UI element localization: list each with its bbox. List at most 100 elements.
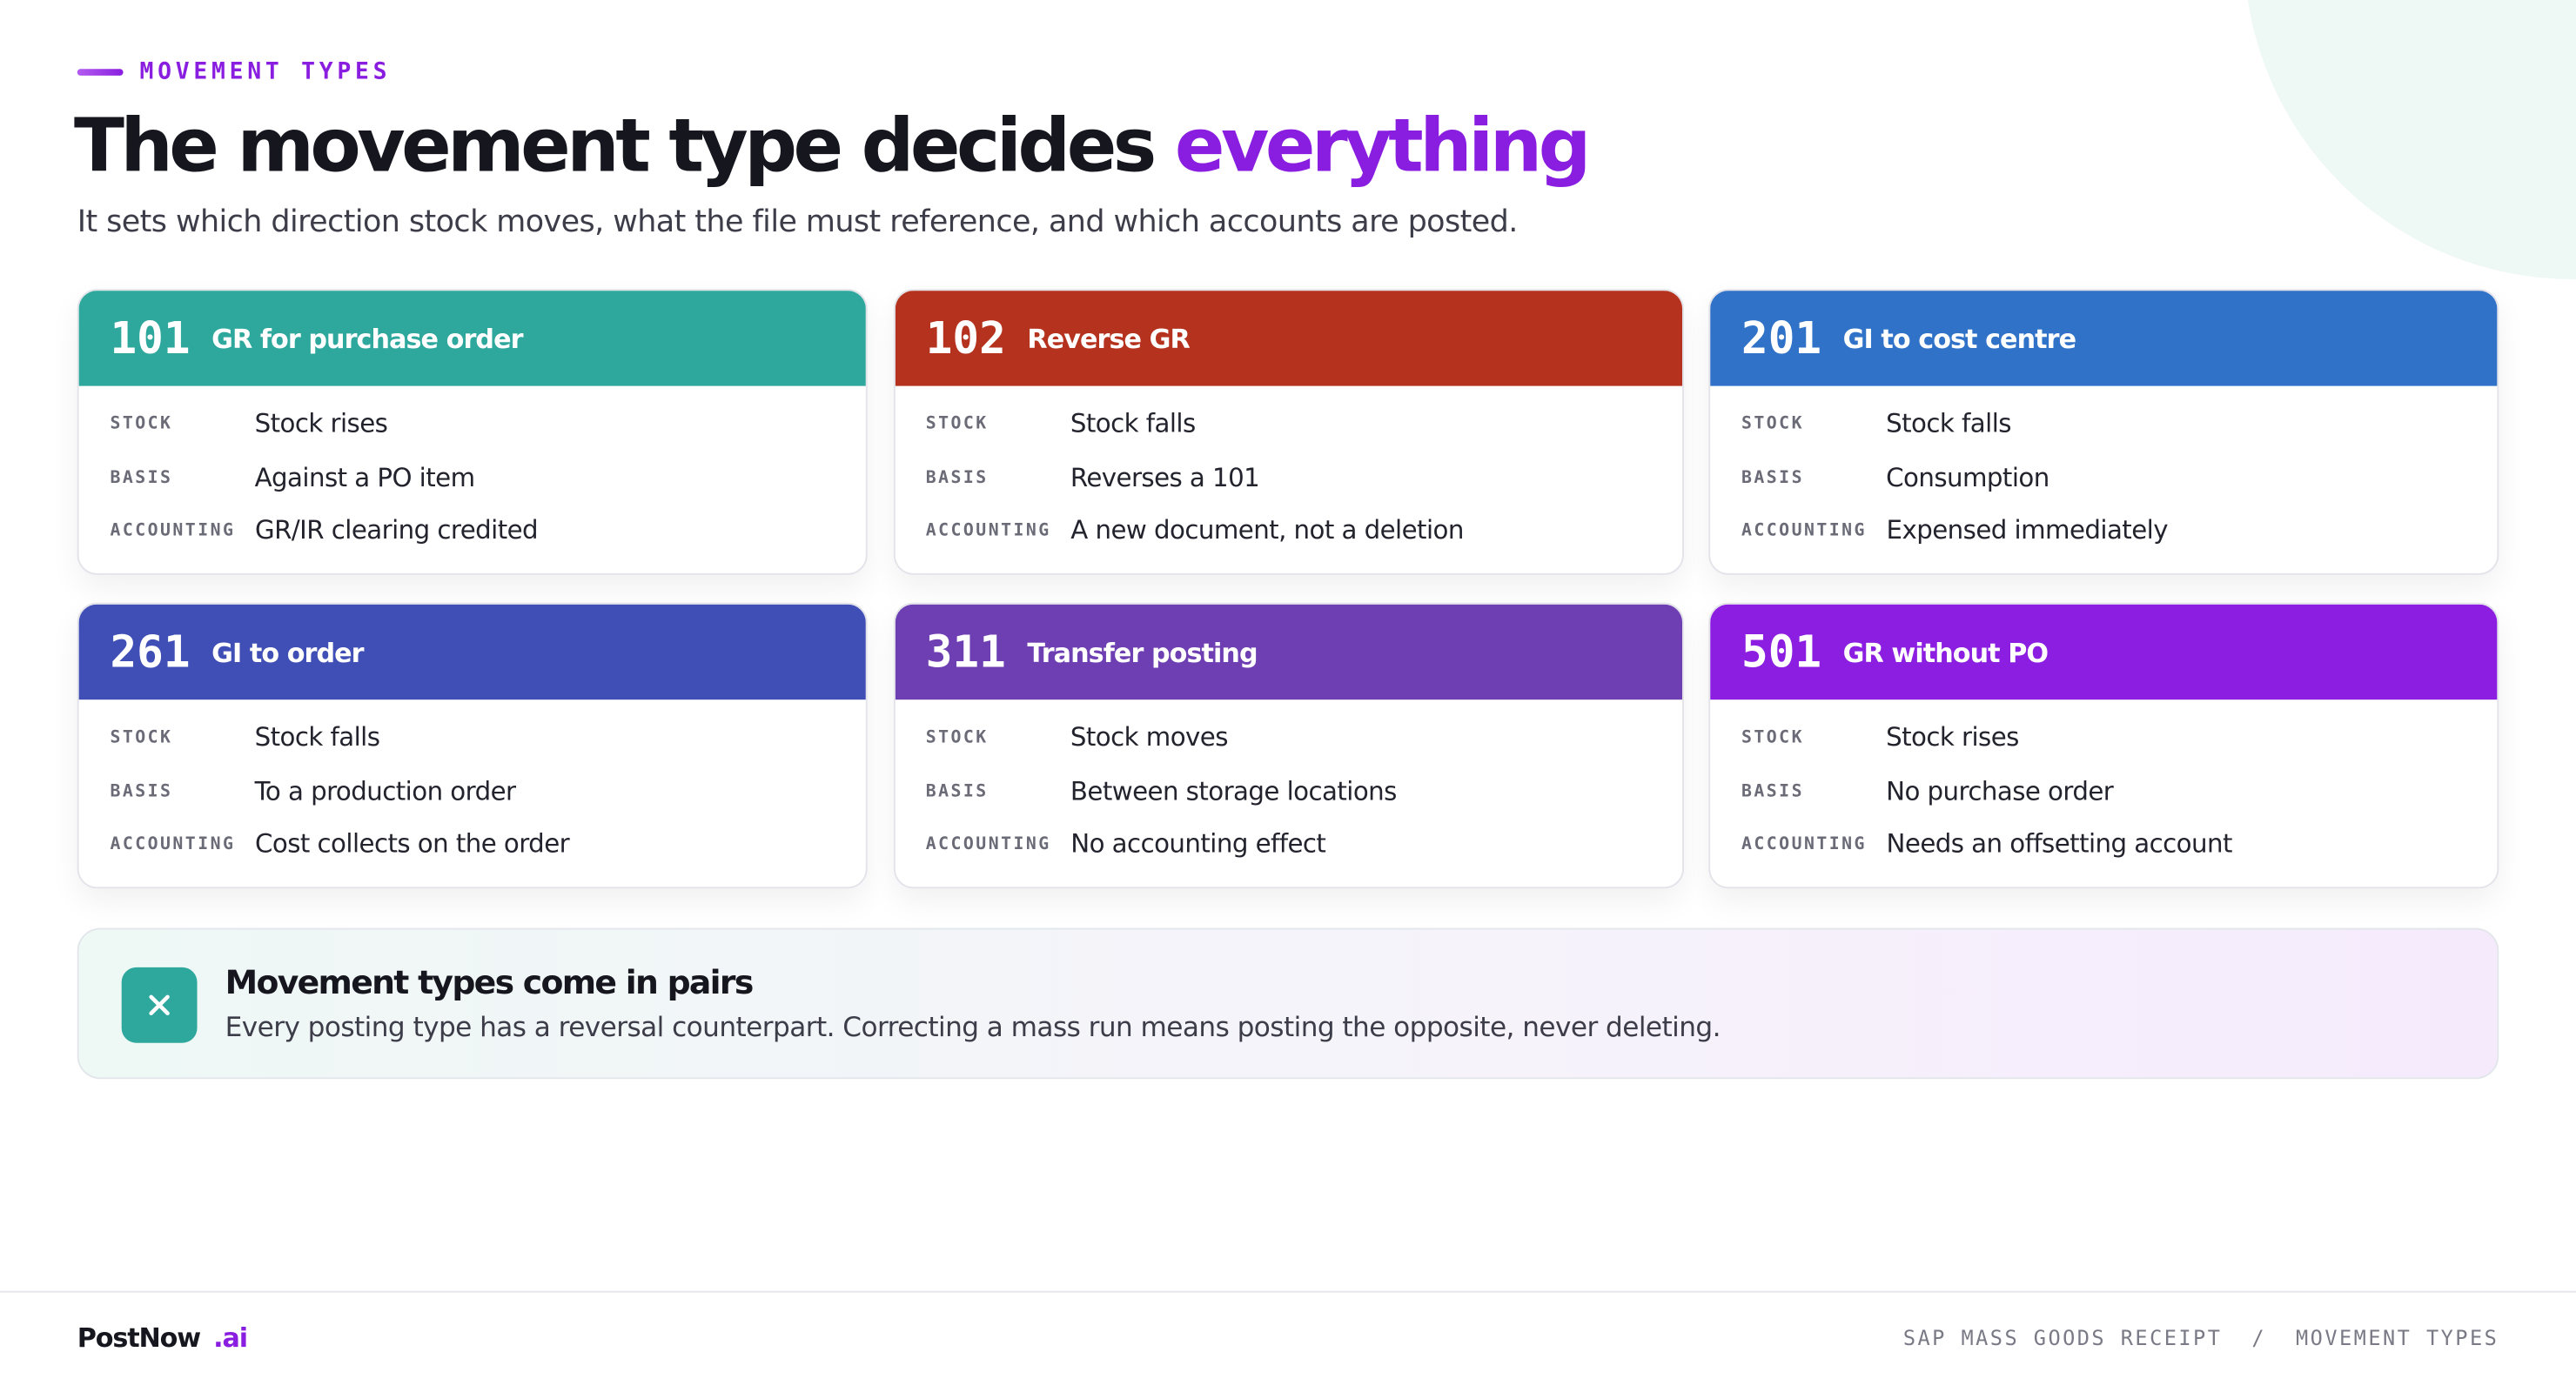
row-label: BASIS	[110, 780, 173, 801]
row-value: Stock moves	[1070, 722, 1229, 753]
card-row: STOCK Stock rises	[110, 409, 387, 438]
callout-icon	[121, 967, 198, 1043]
row-value: Expensed immediately	[1886, 515, 2169, 545]
crumb: SAP MASS GOODS RECEIPT	[1902, 1325, 2223, 1350]
card-name: Transfer posting	[1027, 636, 1258, 668]
row-value: Stock falls	[1070, 409, 1196, 439]
card-row: BASIS Consumption	[1741, 462, 2049, 492]
card-header: 201 GI to cost centre	[1710, 291, 2498, 386]
card-code: 261	[110, 626, 191, 678]
title-highlight: everything	[1174, 102, 1592, 190]
card-row: ACCOUNTING Expensed immediately	[1741, 515, 2169, 545]
card-name: GR for purchase order	[211, 322, 523, 354]
row-label: ACCOUNTING	[925, 520, 1051, 541]
row-value: To a production order	[254, 775, 516, 806]
row-label: ACCOUNTING	[1741, 520, 1867, 541]
brand-suffix: .ai	[213, 1322, 248, 1354]
row-value: GR/IR clearing credited	[255, 515, 539, 545]
row-label: STOCK	[110, 413, 173, 434]
row-label: ACCOUNTING	[1741, 833, 1867, 854]
row-value: Stock rises	[1886, 722, 2019, 753]
card-code: 101	[110, 312, 191, 365]
row-value: Cost collects on the order	[255, 829, 570, 860]
card-name: GI to order	[211, 636, 364, 668]
card-row: BASIS No purchase order	[1741, 775, 2114, 806]
card-row: STOCK Stock moves	[925, 722, 1229, 753]
row-label: BASIS	[925, 780, 989, 801]
movement-card: 501 GR without PO STOCK Stock rises BASIS No …	[1708, 602, 2499, 889]
card-row: BASIS To a production order	[110, 775, 516, 806]
row-label: ACCOUNTING	[110, 833, 236, 854]
row-label: STOCK	[925, 727, 989, 747]
callout-title: Movement types come in pairs	[225, 962, 755, 1002]
footer: PostNow .ai SAP MASS GOODS RECEIPT / MOVEME…	[0, 1290, 2576, 1392]
card-row: ACCOUNTING Needs an offsetting account	[1741, 829, 2232, 859]
card-code: 501	[1741, 626, 1822, 678]
row-label: BASIS	[1741, 467, 1804, 487]
row-label: BASIS	[925, 467, 989, 487]
card-row: STOCK Stock falls	[926, 409, 1196, 438]
card-row: STOCK Stock falls	[1741, 409, 2011, 438]
row-label: BASIS	[110, 467, 173, 487]
brand: PostNow .ai	[77, 1322, 248, 1354]
title: The movement type decides everything	[73, 102, 1592, 190]
eyebrow-bar	[77, 69, 124, 76]
card-row: STOCK Stock rises	[1741, 723, 2019, 753]
card-row: BASIS Reverses a 101	[925, 462, 1260, 492]
row-value: Stock falls	[254, 722, 380, 753]
row-label: STOCK	[110, 727, 173, 747]
row-value: Stock falls	[1886, 409, 2011, 439]
card-row: STOCK Stock falls	[110, 723, 379, 753]
row-label: STOCK	[925, 413, 989, 434]
icon-x	[149, 994, 170, 1016]
movement-card: 101 GR for purchase order STOCK Stock rises…	[77, 289, 868, 575]
row-label: ACCOUNTING	[110, 520, 236, 541]
eyebrow-text: MOVEMENT TYPES	[139, 58, 392, 86]
row-value: Reverses a 101	[1070, 462, 1260, 492]
callout: Movement types come in pairs Every posti…	[77, 927, 2499, 1080]
eyebrow: MOVEMENT TYPES	[77, 59, 392, 85]
card-row: BASIS Between storage locations	[925, 775, 1398, 806]
card-header: 102 Reverse GR	[894, 291, 1682, 386]
card-code: 311	[925, 626, 1006, 678]
crumb: MOVEMENT TYPES	[2296, 1325, 2499, 1350]
row-value: Between storage locations	[1070, 775, 1398, 806]
crumb-separator: /	[2251, 1325, 2267, 1350]
movement-card: 311 Transfer posting STOCK Stock moves BASIS…	[892, 602, 1684, 889]
card-name: Reverse GR	[1027, 322, 1190, 354]
card-row: BASIS Against a PO item	[110, 462, 475, 492]
row-value: No purchase order	[1886, 775, 2114, 806]
row-label: STOCK	[1741, 413, 1804, 434]
row-value: Needs an offsetting account	[1886, 829, 2233, 860]
card-row: ACCOUNTING A new document, not a deletion	[925, 515, 1465, 545]
row-value: Consumption	[1886, 462, 2049, 492]
row-label: STOCK	[1741, 727, 1804, 747]
card-row: ACCOUNTING No accounting effect	[926, 829, 1326, 859]
title-main: The movement type decides	[73, 102, 1157, 190]
card-code: 201	[1741, 312, 1822, 365]
card-code: 102	[925, 312, 1006, 365]
card-row: ACCOUNTING GR/IR clearing credited	[110, 516, 538, 545]
card-header: 501 GR without PO	[1710, 604, 2498, 700]
row-value: A new document, not a deletion	[1070, 515, 1464, 545]
brand-name: PostNow	[77, 1322, 201, 1354]
card-header: 261 GI to order	[78, 604, 866, 700]
card-row: ACCOUNTING Cost collects on the order	[110, 829, 569, 859]
callout-text: Every posting type has a reversal counte…	[225, 1011, 1721, 1043]
row-value: Against a PO item	[254, 462, 475, 492]
row-value: No accounting effect	[1070, 829, 1326, 860]
row-label: ACCOUNTING	[925, 833, 1051, 854]
subtitle: It sets which direction stock moves, wha…	[77, 204, 1519, 240]
card-name: GR without PO	[1842, 636, 2049, 668]
decor-circle	[2244, 0, 2576, 279]
card-header: 101 GR for purchase order	[78, 291, 866, 386]
movement-card: 261 GI to order STOCK Stock falls BASIS To a …	[77, 602, 868, 889]
row-label: BASIS	[1741, 780, 1804, 801]
row-value: Stock rises	[254, 409, 388, 439]
card-header: 311 Transfer posting	[894, 604, 1682, 700]
card-name: GI to cost centre	[1842, 322, 2076, 354]
breadcrumb: SAP MASS GOODS RECEIPT / MOVEMENT TYPES	[1903, 1325, 2499, 1349]
